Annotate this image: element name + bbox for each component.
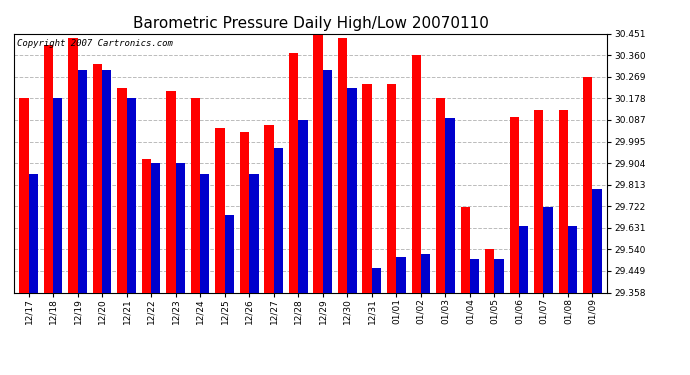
Bar — [200, 174, 210, 292]
Bar — [117, 88, 126, 292]
Bar — [411, 55, 421, 292]
Bar — [264, 125, 274, 292]
Bar — [176, 163, 185, 292]
Bar — [362, 84, 372, 292]
Bar — [583, 77, 593, 292]
Bar — [19, 98, 28, 292]
Bar — [519, 226, 529, 292]
Bar — [593, 189, 602, 292]
Bar — [68, 38, 77, 292]
Bar — [313, 35, 323, 292]
Bar — [151, 163, 161, 292]
Bar — [274, 148, 283, 292]
Bar — [92, 64, 102, 292]
Bar — [191, 98, 200, 292]
Bar — [470, 259, 479, 292]
Bar — [445, 117, 455, 292]
Bar — [396, 256, 406, 292]
Bar — [102, 70, 111, 292]
Bar — [495, 259, 504, 292]
Bar — [166, 91, 176, 292]
Title: Barometric Pressure Daily High/Low 20070110: Barometric Pressure Daily High/Low 20070… — [132, 16, 489, 31]
Bar — [372, 268, 381, 292]
Bar — [347, 88, 357, 292]
Bar — [559, 110, 568, 292]
Bar — [215, 128, 225, 292]
Bar — [460, 207, 470, 292]
Bar — [142, 159, 151, 292]
Bar — [240, 132, 249, 292]
Bar — [53, 98, 62, 292]
Bar — [568, 226, 578, 292]
Bar — [338, 38, 347, 292]
Bar — [436, 98, 445, 292]
Bar — [298, 120, 308, 292]
Bar — [421, 254, 430, 292]
Bar — [28, 174, 38, 292]
Bar — [387, 84, 396, 292]
Bar — [77, 70, 87, 292]
Bar — [43, 45, 53, 292]
Bar — [510, 117, 519, 292]
Bar — [126, 98, 136, 292]
Bar — [289, 53, 298, 292]
Bar — [534, 110, 544, 292]
Bar — [323, 70, 332, 292]
Bar — [485, 249, 495, 292]
Text: Copyright 2007 Cartronics.com: Copyright 2007 Cartronics.com — [17, 39, 172, 48]
Bar — [225, 215, 234, 292]
Bar — [544, 207, 553, 292]
Bar — [249, 174, 259, 292]
